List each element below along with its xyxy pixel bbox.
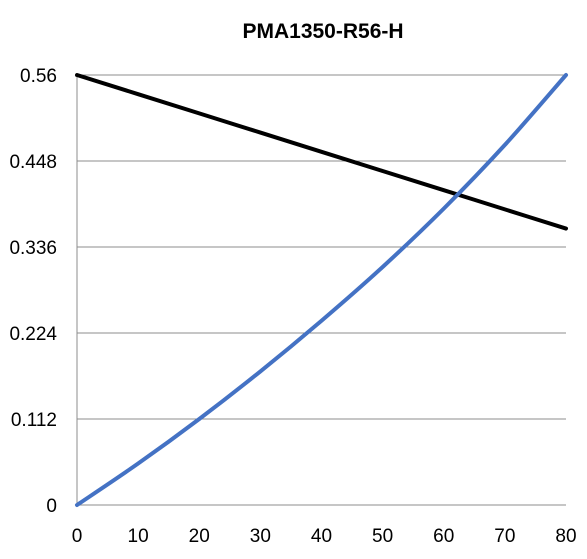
x-tick-label: 0 — [72, 526, 83, 547]
gridlines — [77, 74, 566, 506]
x-tick-label: 60 — [433, 526, 454, 547]
y-tick-label: 0.224 — [9, 324, 57, 345]
y-tick-label: 0.336 — [9, 238, 57, 259]
x-tick-label: 20 — [189, 526, 210, 547]
y-tick-label: 0.56 — [20, 66, 57, 87]
series-line-0 — [75, 73, 568, 231]
x-tick-label: 50 — [372, 526, 393, 547]
x-axis-tick-labels: 0 10 20 30 40 50 60 70 80 — [72, 526, 577, 547]
series-lines — [75, 73, 568, 507]
y-tick-label: 0.448 — [9, 152, 57, 173]
series-line-1 — [75, 73, 568, 507]
x-tick-label: 70 — [494, 526, 515, 547]
x-tick-label: 80 — [555, 526, 576, 547]
y-axis-tick-labels: 0 0.112 0.224 0.336 0.448 0.56 — [9, 66, 57, 517]
y-tick-label: 0.112 — [11, 410, 57, 431]
x-tick-label: 40 — [311, 526, 332, 547]
x-tick-label: 30 — [250, 526, 271, 547]
chart-title: PMA1350-R56-H — [242, 20, 403, 43]
y-tick-label: 0 — [46, 496, 57, 517]
x-tick-label: 10 — [128, 526, 149, 547]
